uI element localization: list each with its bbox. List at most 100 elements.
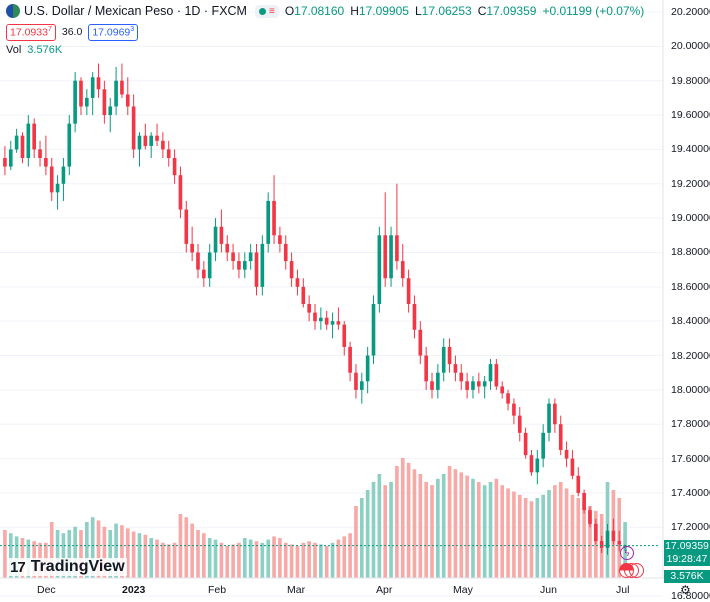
volume-bars: [3, 458, 627, 578]
candle: [354, 364, 358, 399]
candle: [488, 358, 493, 390]
candle: [558, 415, 563, 456]
volume-bar: [79, 530, 83, 578]
candle: [523, 427, 528, 459]
volume-bar: [131, 531, 136, 578]
volume-bar: [231, 544, 235, 578]
price-tick: 19.20000: [671, 177, 710, 190]
ohlc-close: C17.09359: [477, 4, 537, 18]
volume-bar: [3, 530, 7, 578]
candle: [237, 252, 241, 279]
volume-bar: [125, 528, 130, 578]
candle: [73, 72, 77, 133]
volume-bar: [424, 482, 428, 578]
candle: [482, 376, 487, 399]
candle: [301, 278, 306, 308]
candle: [120, 63, 124, 98]
volume-bar: [237, 542, 241, 578]
candlesticks: [3, 63, 627, 555]
time-tick: 2023: [122, 584, 146, 596]
candle: [588, 506, 592, 528]
volume-legend: Vol 3.576K: [6, 44, 62, 56]
candle: [231, 243, 235, 270]
volume-bar: [523, 498, 528, 578]
price-tick: 19.40000: [671, 143, 710, 156]
volume-bar: [289, 544, 294, 578]
candle: [178, 166, 183, 219]
ohlc-high: H17.09905: [350, 4, 409, 18]
candle: [85, 89, 89, 116]
candle: [190, 226, 194, 262]
volume-bar: [465, 475, 469, 578]
candle: [348, 341, 352, 382]
volume-bar: [336, 539, 341, 578]
ohlc-low: L17.06253: [414, 4, 472, 18]
candle: [371, 295, 376, 365]
price-tick: 19.60000: [671, 109, 710, 122]
time-tick: Feb: [208, 584, 227, 596]
candle: [96, 63, 101, 98]
volume-bar: [90, 517, 95, 578]
candle: [512, 398, 516, 425]
market-status-pill[interactable]: ≡: [254, 4, 279, 18]
time-tick: May: [453, 584, 473, 596]
volume-bar: [570, 494, 575, 578]
price-tick: 20.20000: [671, 6, 710, 18]
volume-bar: [558, 482, 563, 578]
tradingview-logo[interactable]: 17 TradingView: [8, 558, 127, 576]
candle: [184, 200, 189, 253]
volume-bar: [330, 542, 335, 578]
time-tick: Mar: [287, 584, 306, 596]
candle: [400, 243, 405, 287]
volume-bar: [272, 536, 276, 578]
buy-price-button[interactable]: 17.09693: [88, 24, 139, 41]
volume-bar: [471, 478, 475, 578]
volume-bar: [96, 520, 101, 578]
volume-bar: [120, 525, 124, 578]
volume-bar: [564, 488, 569, 578]
volume-bar: [254, 541, 259, 578]
volume-bar: [319, 544, 323, 578]
candle: [295, 269, 300, 296]
candle: [336, 307, 341, 330]
candle: [576, 467, 581, 497]
settings-gear-icon[interactable]: ⚙: [680, 583, 691, 597]
candle: [582, 489, 586, 514]
time-tick: Dec: [37, 584, 56, 596]
candle: [342, 321, 347, 356]
candle: [90, 72, 95, 116]
volume-bar: [342, 536, 347, 578]
sell-price-button[interactable]: 17.09337: [6, 24, 56, 41]
candle: [143, 123, 148, 150]
lightning-icon[interactable]: ϟ: [620, 546, 634, 560]
candle: [617, 530, 622, 552]
price-tick: 18.40000: [671, 315, 710, 328]
candle: [377, 226, 382, 313]
candle: [430, 372, 434, 399]
candle: [137, 132, 142, 167]
candle: [166, 140, 171, 167]
volume-bar: [184, 517, 189, 578]
candle: [605, 523, 610, 555]
volume-bar: [383, 485, 388, 578]
candle: [506, 389, 510, 411]
volume-bar: [295, 546, 300, 578]
volume-bar: [266, 539, 271, 578]
candle: [260, 235, 265, 296]
candle: [8, 140, 13, 171]
volume-label[interactable]: Vol: [6, 44, 22, 56]
candle: [242, 252, 247, 279]
symbol-title[interactable]: U.S. Dollar / Mexican Peso · 1D · FXCM: [24, 4, 247, 18]
time-tick: Apr: [376, 584, 393, 596]
volume-bar: [476, 482, 481, 578]
volume-bar: [447, 466, 452, 578]
candle: [3, 145, 7, 176]
candle: [476, 372, 481, 394]
volume-bar: [61, 533, 66, 578]
price-tick: 18.60000: [671, 280, 710, 293]
events-flag-icon[interactable]: [619, 563, 644, 578]
candle: [79, 77, 83, 116]
candle: [102, 80, 107, 124]
volume-bar: [248, 539, 253, 578]
